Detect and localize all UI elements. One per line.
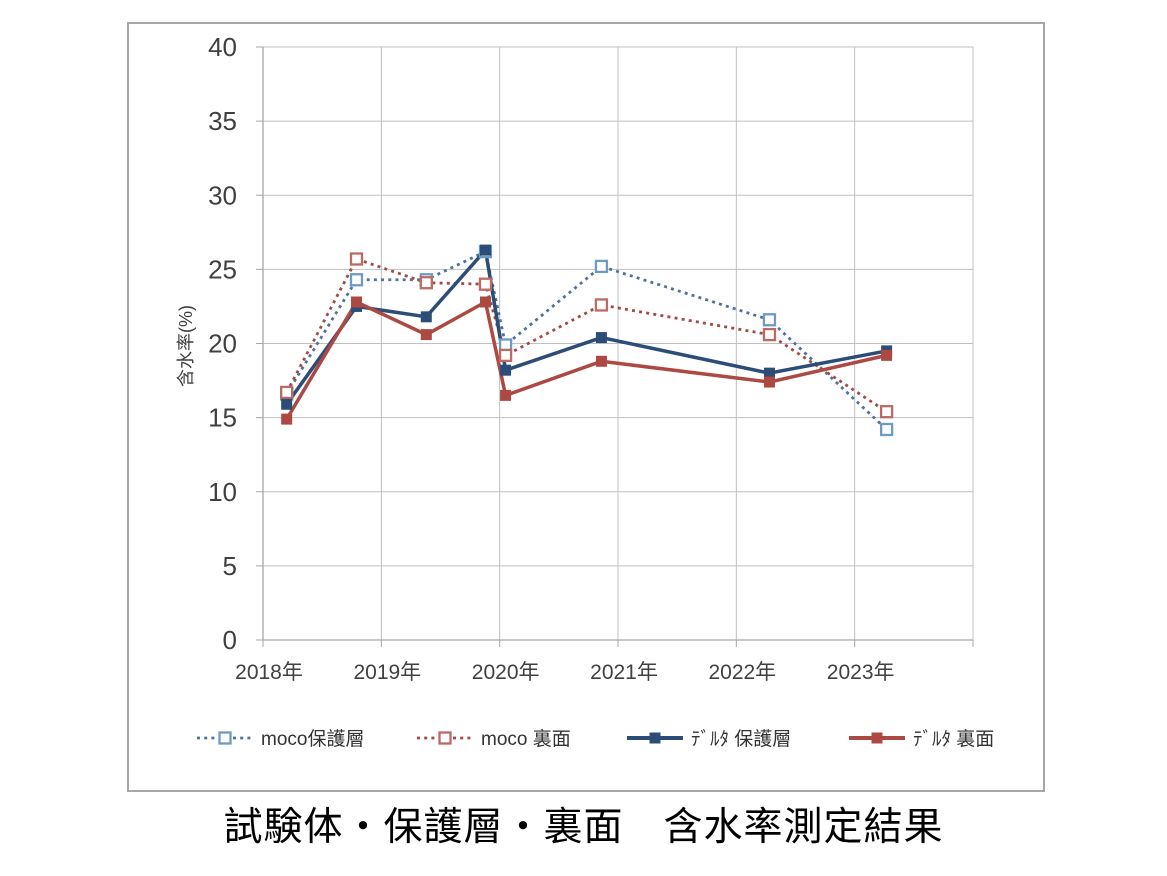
x-tick-label: 2020年 xyxy=(472,661,540,684)
series-line xyxy=(285,246,887,406)
legend-label: moco保護層 xyxy=(261,728,364,750)
moisture-line-chart: 0 5 10 15 20 25 30 35 40 2018年 2019年 2020年 2021年 2022… xyxy=(176,32,994,750)
data-point-marker xyxy=(280,385,294,400)
legend-label: ﾃﾞﾙﾀ 保護層 xyxy=(691,728,791,750)
data-point-marker xyxy=(420,311,432,323)
y-tick-label: 25 xyxy=(208,254,237,284)
data-point-marker xyxy=(595,355,607,367)
legend-label: ﾃﾞﾙﾀ 裏面 xyxy=(913,728,994,750)
data-point-marker xyxy=(420,329,432,341)
y-tick-label: 5 xyxy=(223,551,237,581)
x-tick-label: 2021年 xyxy=(590,661,658,684)
data-point-marker xyxy=(479,296,491,308)
legend-label: moco 裏面 xyxy=(481,728,571,750)
data-point-marker xyxy=(281,398,293,410)
data-point-marker xyxy=(350,296,362,308)
y-tick-label: 0 xyxy=(223,625,237,655)
x-tick-label: 2019年 xyxy=(353,661,421,684)
data-point-marker xyxy=(762,327,777,342)
data-point-marker xyxy=(498,348,513,363)
series-line xyxy=(285,249,888,431)
data-point-marker xyxy=(281,413,293,425)
data-point-marker xyxy=(594,298,609,312)
data-point-marker xyxy=(879,405,894,419)
legend-marker xyxy=(871,732,883,744)
y-tick-label: 15 xyxy=(208,403,237,433)
data-point-marker xyxy=(881,349,893,361)
data-point-marker xyxy=(419,276,433,290)
y-tick-label: 40 xyxy=(208,32,237,62)
y-tick-label: 30 xyxy=(208,180,237,210)
data-point-marker xyxy=(595,332,607,344)
legend-marker xyxy=(438,731,452,745)
data-point-marker xyxy=(594,259,609,274)
data-point-marker xyxy=(500,389,512,401)
series-line xyxy=(285,299,888,421)
y-axis-title: 含水率(%) xyxy=(176,305,196,387)
x-tick-label: 2023年 xyxy=(827,661,895,684)
figure-caption: 試験体・保護層・裏面 含水率測定結果 xyxy=(223,805,944,850)
data-point-marker xyxy=(762,313,777,327)
data-point-marker xyxy=(763,367,775,379)
series-line xyxy=(285,257,888,413)
y-tick-label: 35 xyxy=(208,106,237,136)
legend-marker xyxy=(218,731,232,745)
y-tick-label: 20 xyxy=(208,329,237,359)
chart-frame: 0 5 10 15 20 25 30 35 40 2018年 2019年 2020年 2021年 2022… xyxy=(127,22,1045,792)
x-tick-label: 2022年 xyxy=(708,661,776,684)
data-point-marker xyxy=(349,273,364,287)
y-tick-label: 10 xyxy=(208,477,237,507)
data-point-marker xyxy=(479,244,491,256)
legend-marker xyxy=(649,732,661,744)
data-point-marker xyxy=(478,277,493,291)
data-point-marker xyxy=(763,376,775,388)
data-point-marker xyxy=(879,422,894,437)
x-tick-label: 2018年 xyxy=(235,661,303,684)
data-point-marker xyxy=(349,252,364,266)
data-point-marker xyxy=(500,364,512,376)
